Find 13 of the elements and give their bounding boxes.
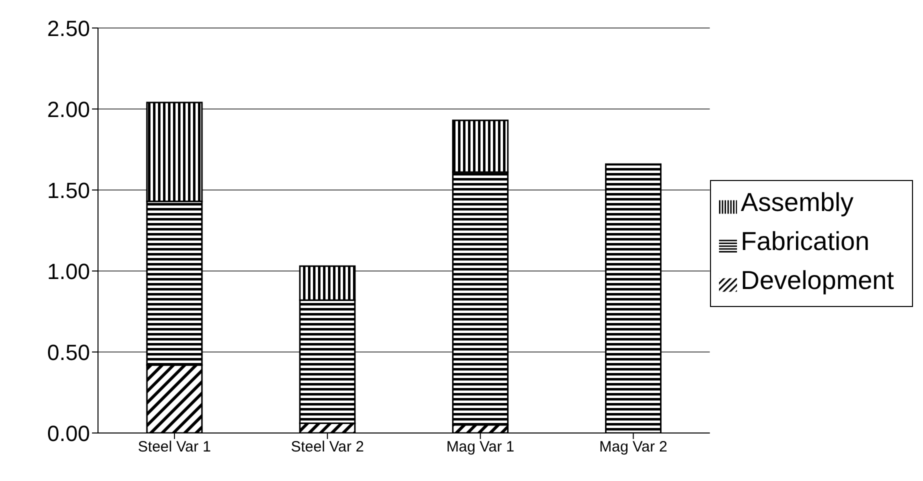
legend-label: Fabrication (740, 226, 870, 256)
x-tick-label: Steel Var 2 (290, 438, 364, 456)
x-tick-label: Steel Var 1 (138, 438, 212, 456)
x-tick-label: Mag Var 1 (446, 438, 514, 456)
y-tick-label: 2.00 (47, 96, 90, 122)
legend-label: Assembly (740, 186, 854, 216)
y-tick-label: 2.50 (47, 16, 90, 41)
y-tick-label: 1.50 (47, 178, 90, 203)
legend-label: Development (740, 264, 894, 294)
y-tick-label: 0.00 (47, 420, 90, 446)
y-tick-label: 0.50 (47, 340, 90, 365)
x-tick-label: Mag Var 2 (599, 438, 668, 456)
y-tick-label: 1.00 (47, 258, 90, 284)
